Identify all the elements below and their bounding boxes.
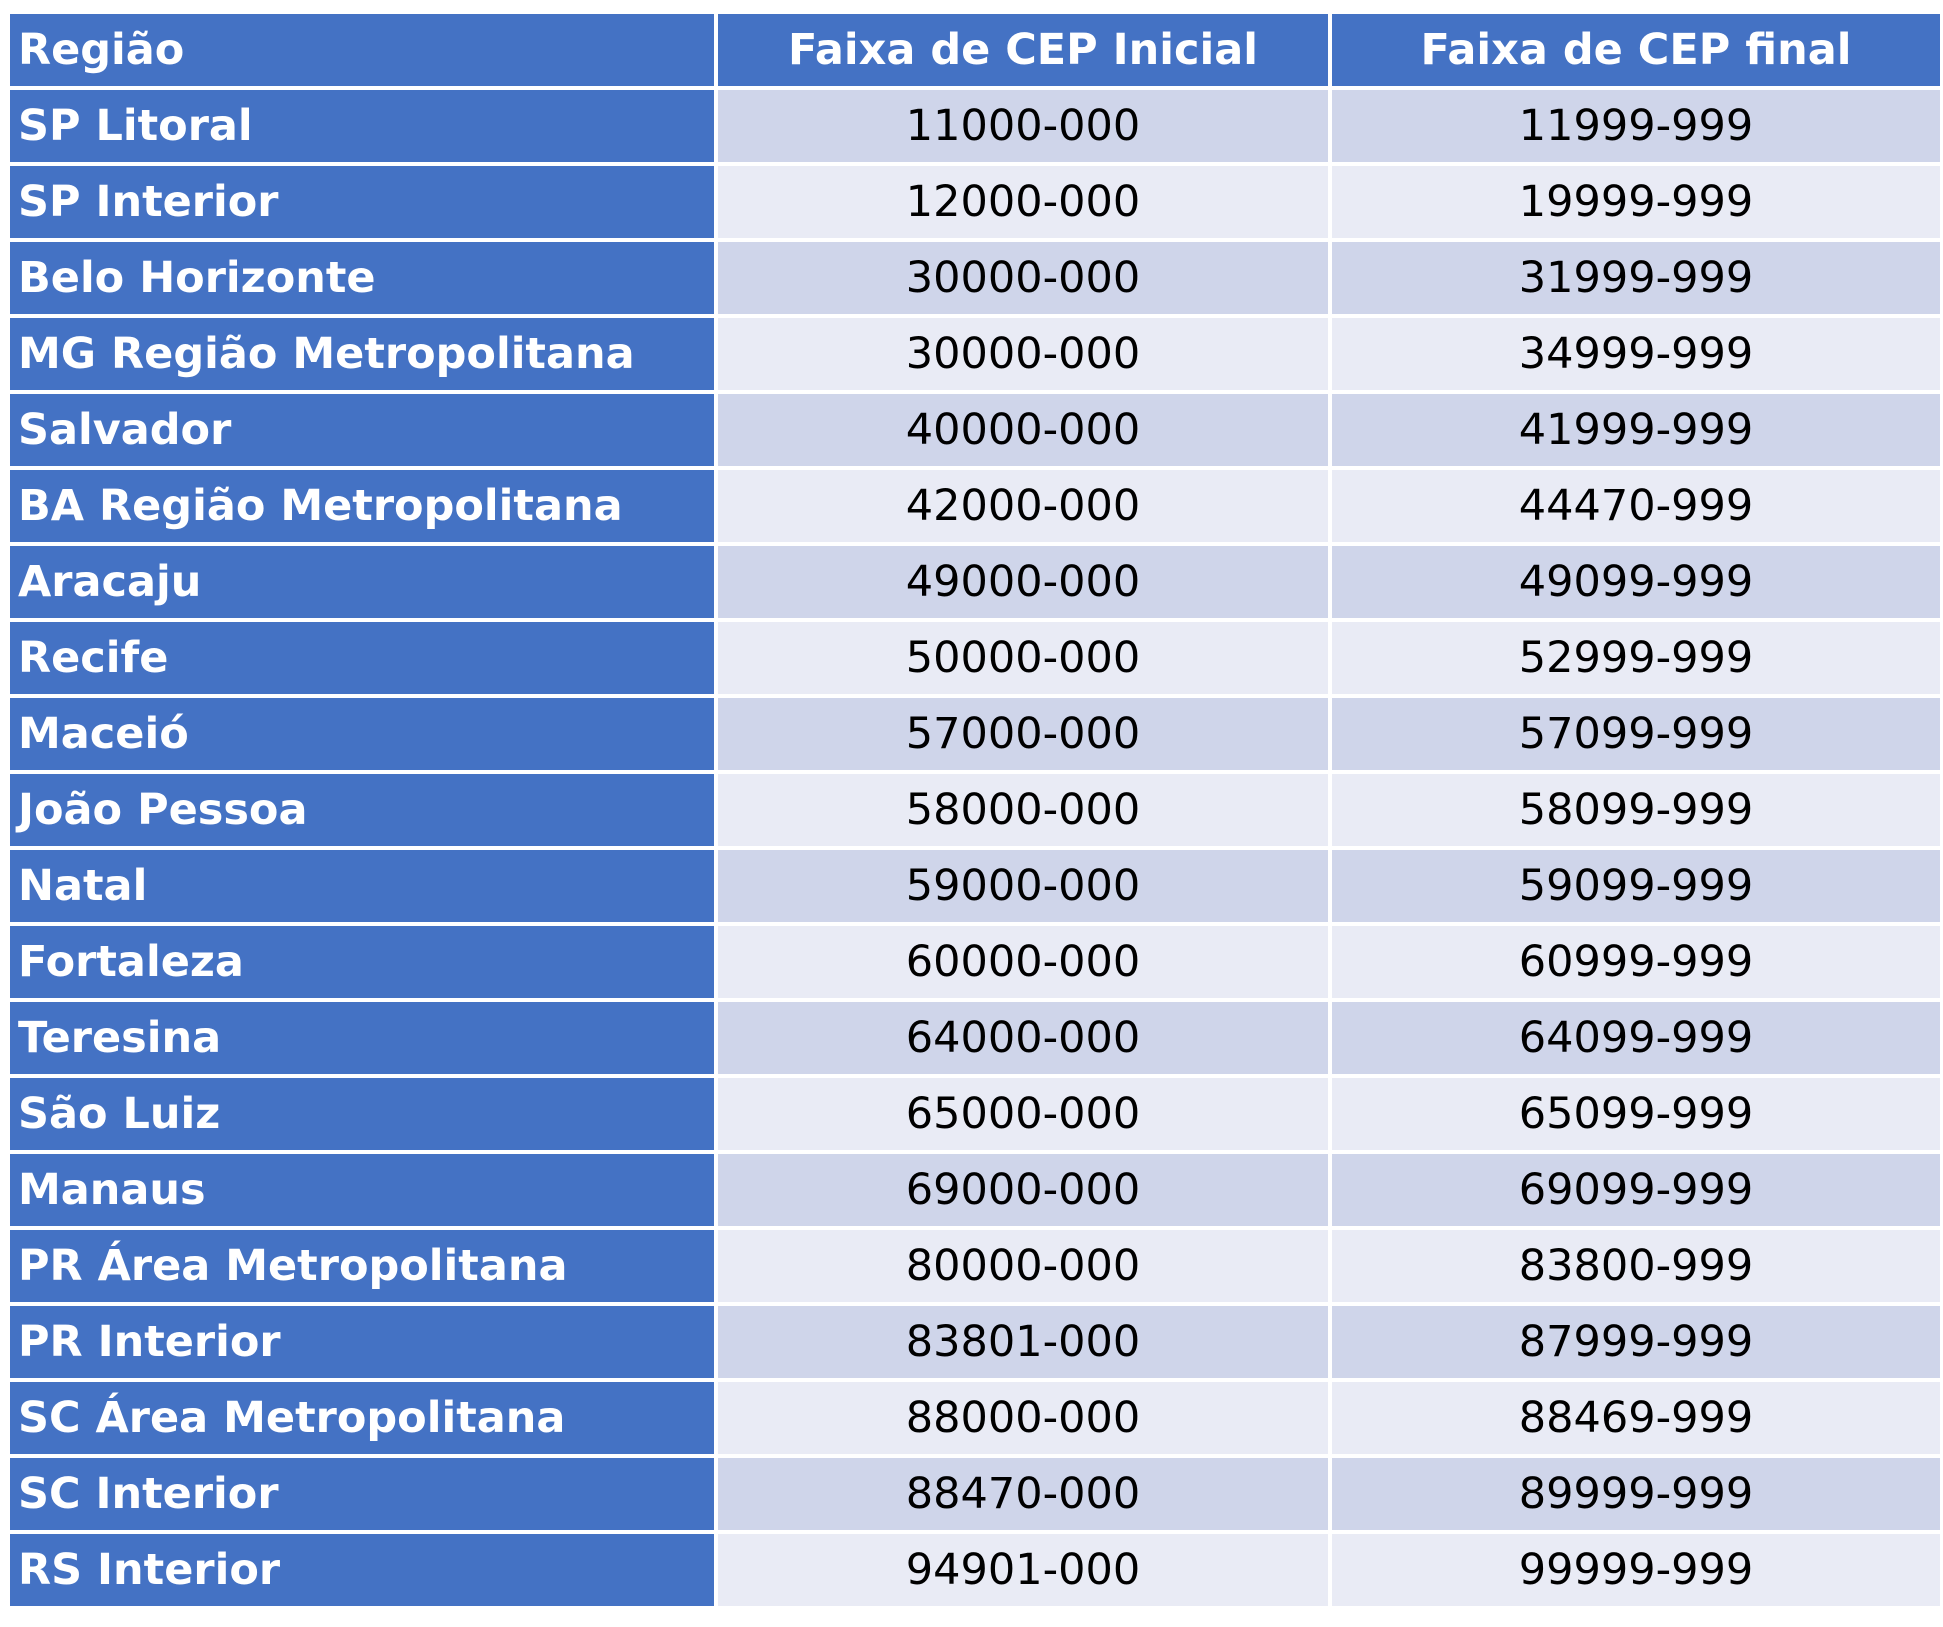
- cep-start-cell: 83801-000: [718, 1306, 1328, 1378]
- cep-start-cell: 59000-000: [718, 850, 1328, 922]
- cep-end-cell: 87999-999: [1332, 1306, 1940, 1378]
- cep-end-cell: 11999-999: [1332, 90, 1940, 162]
- cep-start-cell: 64000-000: [718, 1002, 1328, 1074]
- table-row: SP Litoral 11000-000 11999-999: [10, 90, 1940, 162]
- region-cell: João Pessoa: [10, 774, 714, 846]
- cep-end-cell: 65099-999: [1332, 1078, 1940, 1150]
- region-cell: SP Interior: [10, 166, 714, 238]
- region-cell: SC Área Metropolitana: [10, 1382, 714, 1454]
- region-cell: São Luiz: [10, 1078, 714, 1150]
- region-cell: SP Litoral: [10, 90, 714, 162]
- cep-start-cell: 57000-000: [718, 698, 1328, 770]
- table-row: BA Região Metropolitana 42000-000 44470-99…: [10, 470, 1940, 542]
- cep-end-cell: 88469-999: [1332, 1382, 1940, 1454]
- region-cell: PR Área Metropolitana: [10, 1230, 714, 1302]
- cep-start-cell: 88000-000: [718, 1382, 1328, 1454]
- table-row: RS Interior 94901-000 99999-999: [10, 1534, 1940, 1606]
- region-cell: Belo Horizonte: [10, 242, 714, 314]
- table-header-row: Região Faixa de CEP Inicial Faixa de CEP…: [10, 14, 1940, 86]
- cep-end-cell: 69099-999: [1332, 1154, 1940, 1226]
- cep-start-cell: 58000-000: [718, 774, 1328, 846]
- cep-start-cell: 94901-000: [718, 1534, 1328, 1606]
- table-row: Manaus 69000-000 69099-999: [10, 1154, 1940, 1226]
- cep-start-cell: 42000-000: [718, 470, 1328, 542]
- table-row: PR Interior 83801-000 87999-999: [10, 1306, 1940, 1378]
- region-cell: SC Interior: [10, 1458, 714, 1530]
- region-cell: Recife: [10, 622, 714, 694]
- table-row: São Luiz 65000-000 65099-999: [10, 1078, 1940, 1150]
- cep-start-cell: 65000-000: [718, 1078, 1328, 1150]
- cep-end-cell: 99999-999: [1332, 1534, 1940, 1606]
- cep-end-cell: 60999-999: [1332, 926, 1940, 998]
- cep-range-table: Região Faixa de CEP Inicial Faixa de CEP…: [6, 10, 1943, 1610]
- region-cell: Manaus: [10, 1154, 714, 1226]
- column-header-cep-end: Faixa de CEP final: [1332, 14, 1940, 86]
- cep-end-cell: 49099-999: [1332, 546, 1940, 618]
- cep-end-cell: 34999-999: [1332, 318, 1940, 390]
- region-cell: PR Interior: [10, 1306, 714, 1378]
- cep-end-cell: 59099-999: [1332, 850, 1940, 922]
- cep-end-cell: 89999-999: [1332, 1458, 1940, 1530]
- column-header-region: Região: [10, 14, 714, 86]
- table-row: João Pessoa 58000-000 58099-999: [10, 774, 1940, 846]
- table-row: Recife 50000-000 52999-999: [10, 622, 1940, 694]
- table-row: Salvador 40000-000 41999-999: [10, 394, 1940, 466]
- column-header-cep-start: Faixa de CEP Inicial: [718, 14, 1328, 86]
- table-row: SC Interior 88470-000 89999-999: [10, 1458, 1940, 1530]
- cep-start-cell: 40000-000: [718, 394, 1328, 466]
- cep-start-cell: 80000-000: [718, 1230, 1328, 1302]
- cep-start-cell: 30000-000: [718, 242, 1328, 314]
- table-row: Teresina 64000-000 64099-999: [10, 1002, 1940, 1074]
- cep-end-cell: 64099-999: [1332, 1002, 1940, 1074]
- cep-end-cell: 83800-999: [1332, 1230, 1940, 1302]
- cep-end-cell: 31999-999: [1332, 242, 1940, 314]
- cep-end-cell: 44470-999: [1332, 470, 1940, 542]
- cep-start-cell: 11000-000: [718, 90, 1328, 162]
- cep-end-cell: 57099-999: [1332, 698, 1940, 770]
- cep-range-table-container: Região Faixa de CEP Inicial Faixa de CEP…: [6, 10, 1940, 1608]
- region-cell: BA Região Metropolitana: [10, 470, 714, 542]
- table-row: MG Região Metropolitana 30000-000 34999-99…: [10, 318, 1940, 390]
- cep-end-cell: 19999-999: [1332, 166, 1940, 238]
- table-row: Aracaju 49000-000 49099-999: [10, 546, 1940, 618]
- table-row: Fortaleza 60000-000 60999-999: [10, 926, 1940, 998]
- cep-start-cell: 60000-000: [718, 926, 1328, 998]
- cep-start-cell: 30000-000: [718, 318, 1328, 390]
- cep-start-cell: 49000-000: [718, 546, 1328, 618]
- cep-end-cell: 41999-999: [1332, 394, 1940, 466]
- table-row: SC Área Metropolitana 88000-000 88469-999: [10, 1382, 1940, 1454]
- region-cell: MG Região Metropolitana: [10, 318, 714, 390]
- cep-start-cell: 69000-000: [718, 1154, 1328, 1226]
- table-row: Belo Horizonte 30000-000 31999-999: [10, 242, 1940, 314]
- region-cell: Maceió: [10, 698, 714, 770]
- region-cell: Fortaleza: [10, 926, 714, 998]
- region-cell: Aracaju: [10, 546, 714, 618]
- region-cell: Teresina: [10, 1002, 714, 1074]
- cep-start-cell: 88470-000: [718, 1458, 1328, 1530]
- region-cell: RS Interior: [10, 1534, 714, 1606]
- cep-start-cell: 12000-000: [718, 166, 1328, 238]
- cep-end-cell: 52999-999: [1332, 622, 1940, 694]
- cep-end-cell: 58099-999: [1332, 774, 1940, 846]
- region-cell: Natal: [10, 850, 714, 922]
- table-row: Natal 59000-000 59099-999: [10, 850, 1940, 922]
- region-cell: Salvador: [10, 394, 714, 466]
- table-body: SP Litoral 11000-000 11999-999 SP Interior 1…: [10, 90, 1940, 1606]
- table-row: PR Área Metropolitana 80000-000 83800-999: [10, 1230, 1940, 1302]
- cep-start-cell: 50000-000: [718, 622, 1328, 694]
- table-row: SP Interior 12000-000 19999-999: [10, 166, 1940, 238]
- table-row: Maceió 57000-000 57099-999: [10, 698, 1940, 770]
